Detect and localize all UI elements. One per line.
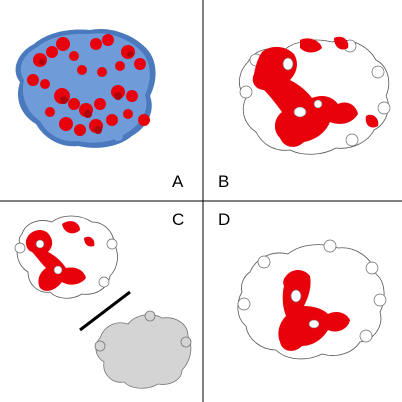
panel-c-molecule bbox=[14, 215, 118, 299]
panel-a-molecule bbox=[15, 28, 156, 148]
panel-c-projection bbox=[94, 310, 192, 389]
panel-label-c: C bbox=[172, 210, 184, 229]
panel-label-a: A bbox=[172, 172, 184, 191]
panel-label-b: B bbox=[218, 172, 229, 191]
panel-b-molecule bbox=[239, 36, 391, 155]
panel-label-d: D bbox=[218, 210, 230, 229]
slab-line bbox=[79, 290, 131, 332]
panel-d-molecule bbox=[237, 239, 387, 360]
